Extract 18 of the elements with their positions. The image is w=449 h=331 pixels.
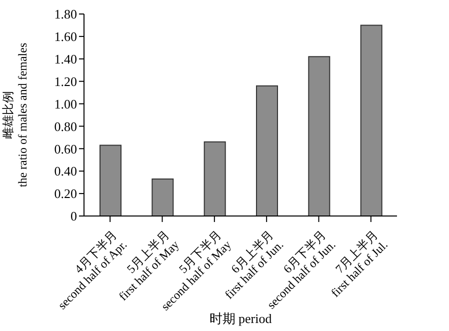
bar: [100, 144, 122, 216]
y-tick-label: 1.80: [54, 6, 77, 22]
y-tick-label: 0.60: [54, 141, 77, 156]
y-tick-label: 0: [70, 208, 77, 224]
y-tick-label: 1.00: [54, 96, 77, 112]
y-tick-label: 0.20: [54, 186, 77, 202]
bar: [308, 56, 330, 216]
y-axis-title: 雌雄比例 the ratio of males and females: [1, 42, 30, 188]
bar: [360, 24, 382, 216]
y-tick-label: 1.40: [54, 52, 77, 67]
y-tick-label: 1.60: [54, 29, 77, 44]
bar: [204, 141, 226, 216]
bar: [256, 85, 278, 216]
x-axis-title: 时期 period: [209, 311, 272, 326]
bar: [152, 178, 174, 216]
y-tick-label: 0.40: [54, 164, 77, 179]
y-tick-label: 1.20: [54, 74, 77, 89]
y-tick-label: 0.80: [54, 118, 77, 134]
